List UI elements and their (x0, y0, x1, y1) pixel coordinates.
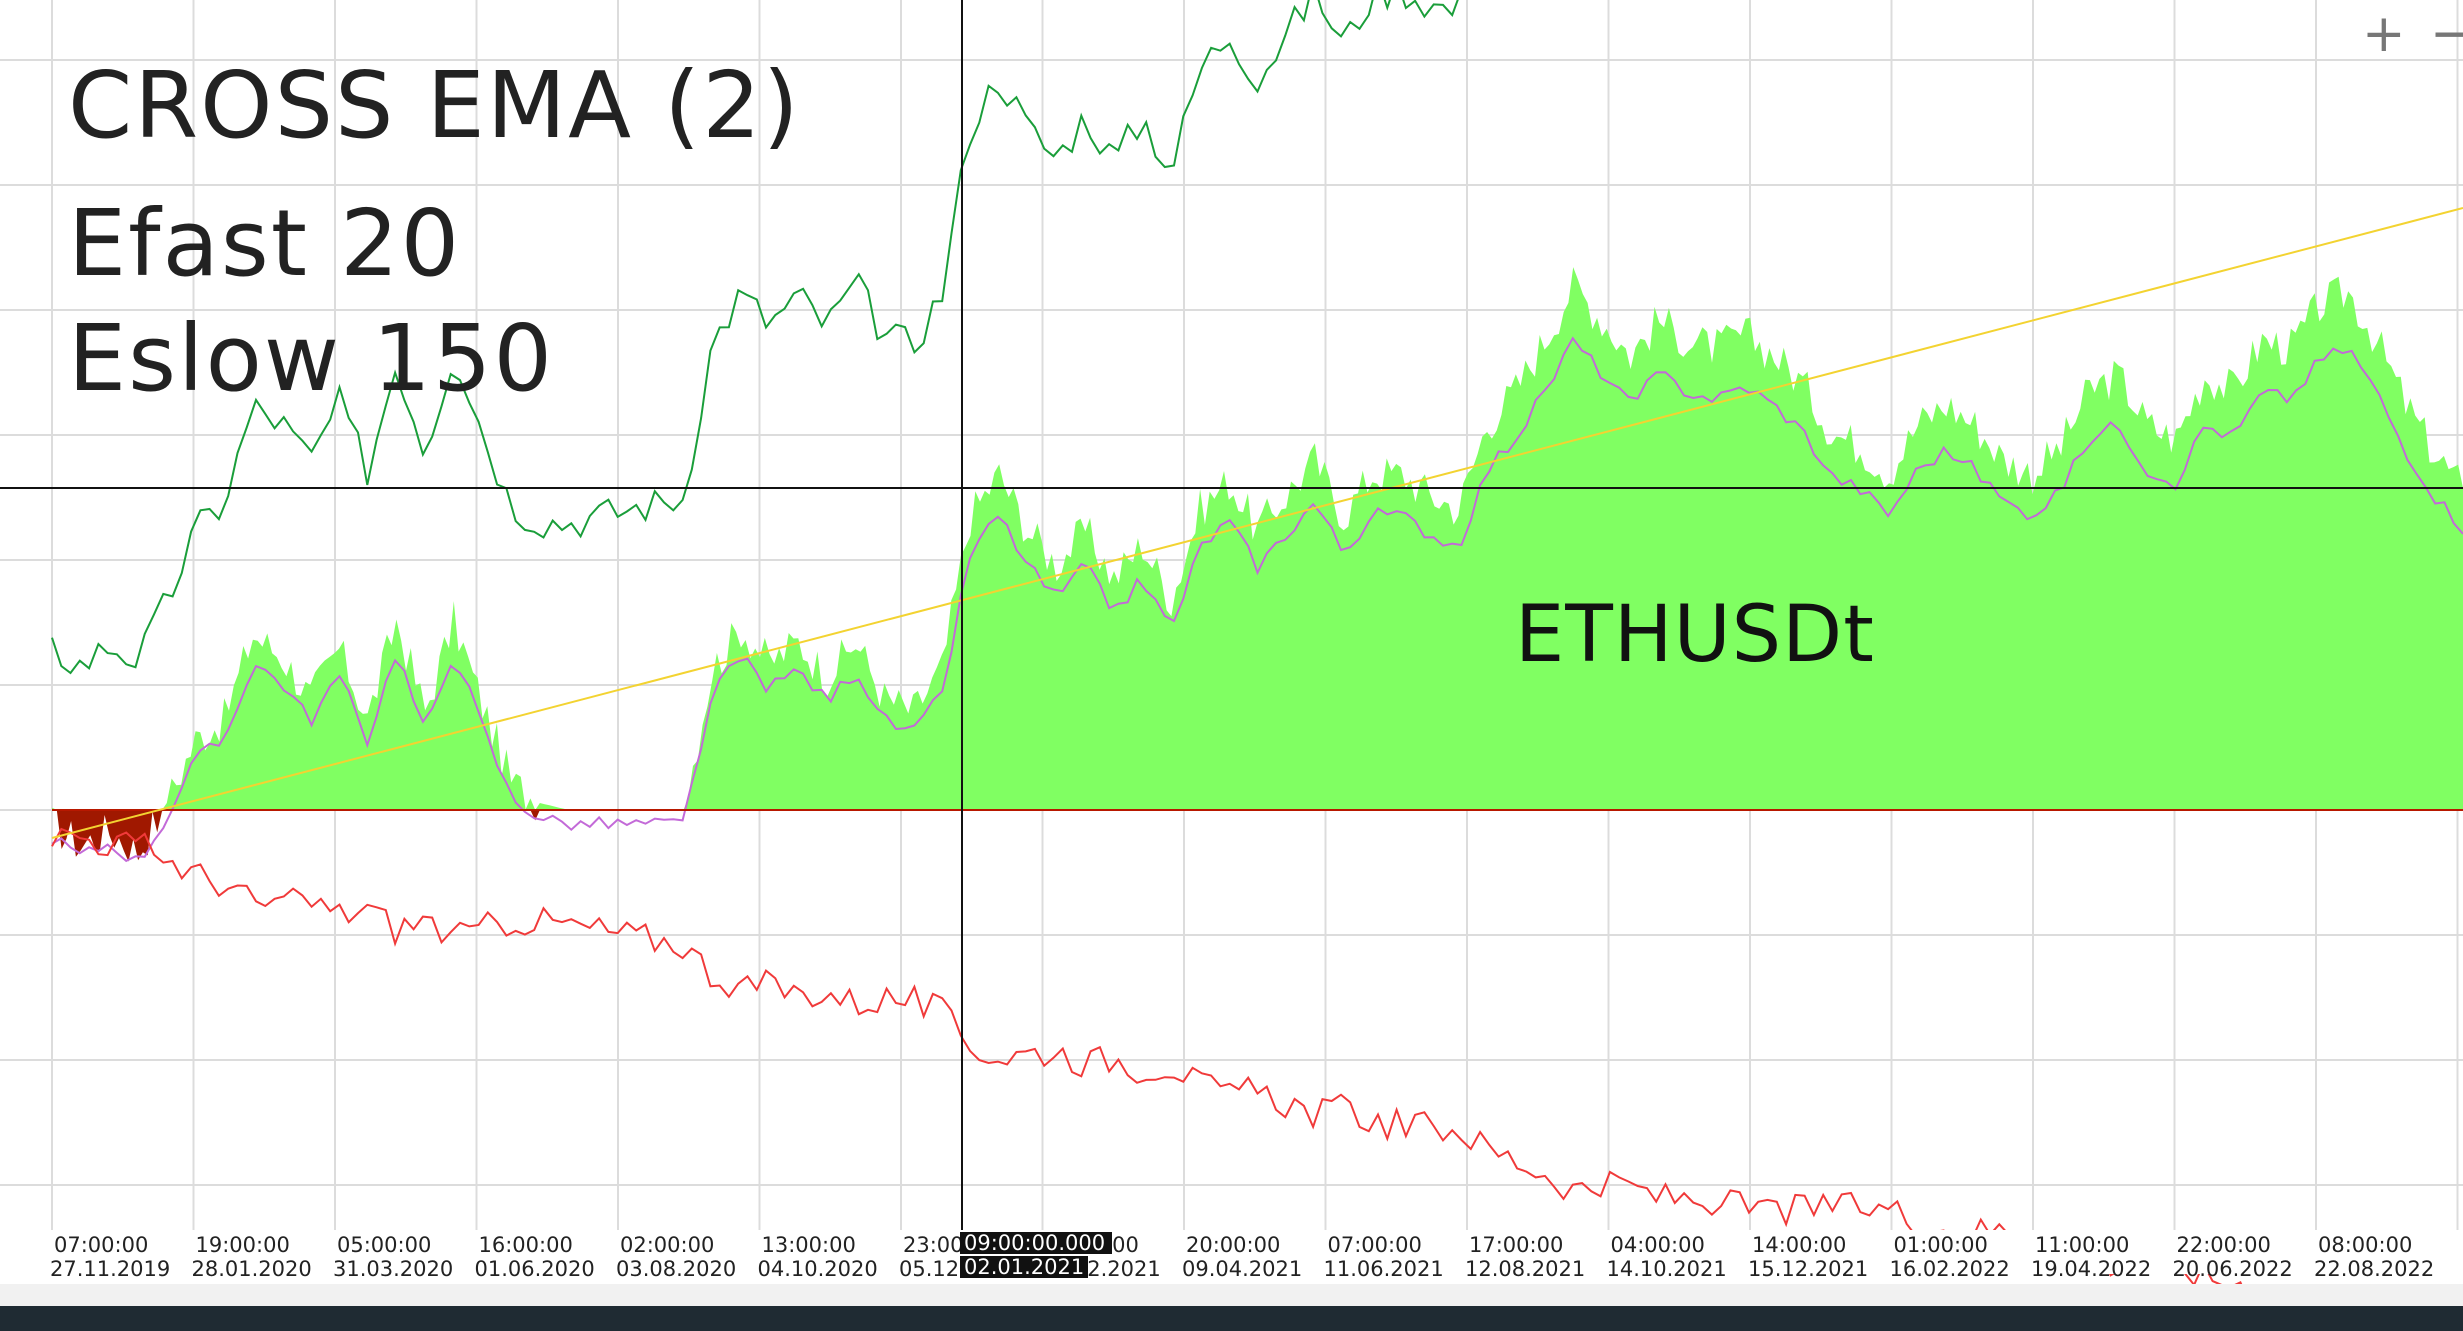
green-line (51, 0, 1459, 675)
tick-label: 19:00:00 (196, 1233, 290, 1257)
zoom-in-button[interactable]: + (2362, 4, 2406, 64)
tick-label: 13:00:00 (762, 1233, 856, 1257)
tick-label: 22.08.2022 (2314, 1257, 2434, 1281)
tick-label: 02:00:00 (620, 1233, 714, 1257)
tick-label: 09.04.2021 (1182, 1257, 1302, 1281)
tick-label: 16:00:00 (479, 1233, 573, 1257)
crosshair-date-label: 02.01.2021 (964, 1255, 1084, 1279)
tick-label: 17:00:00 (1469, 1233, 1563, 1257)
tick-label: 04.10.2020 (758, 1257, 878, 1281)
chart-title: CROSS EMA (2) (68, 52, 801, 159)
area-fill (52, 267, 2463, 862)
tick-label: 12.08.2021 (1465, 1257, 1585, 1281)
tick-label: 08:00:00 (2318, 1233, 2412, 1257)
tick-label: 20.06.2022 (2173, 1257, 2293, 1281)
bottom-bar (0, 1306, 2463, 1331)
trend-line (51, 207, 2463, 839)
tick-label: 15.12.2021 (1748, 1257, 1868, 1281)
tick-label: 16.02.2022 (1890, 1257, 2010, 1281)
tick-label: 07:00:00 (1328, 1233, 1422, 1257)
crosshair-time-box (960, 1232, 1112, 1254)
param-slow-label: Eslow 150 (68, 305, 554, 412)
positive-area (52, 267, 2463, 811)
zoom-out-button[interactable]: − (2430, 4, 2463, 64)
tick-label: 20:00:00 (1186, 1233, 1280, 1257)
tick-label: 03.08.2020 (616, 1257, 736, 1281)
tick-label: 07:00:00 (54, 1233, 148, 1257)
negative-area (52, 810, 2463, 862)
tick-label: 14.10.2021 (1607, 1257, 1727, 1281)
crosshair-date-box (960, 1256, 1088, 1278)
tick-label: 11:00:00 (2035, 1233, 2129, 1257)
tick-label: 01:00:00 (1894, 1233, 1988, 1257)
crosshair (0, 0, 2463, 1275)
tick-label: 28.01.2020 (192, 1257, 312, 1281)
tick-label: 31.03.2020 (333, 1257, 453, 1281)
tick-label: 27.11.2019 (50, 1257, 170, 1281)
tick-label: 11.06.2021 (1324, 1257, 1444, 1281)
tick-label: 22:00:00 (2177, 1233, 2271, 1257)
time-axis: 07:00:0027.11.201919:00:0028.01.202005:0… (0, 1230, 2463, 1331)
symbol-label: ETHUSDt (1515, 590, 1875, 680)
tick-label: 01.06.2020 (475, 1257, 595, 1281)
tick-label: 19.04.2022 (2031, 1257, 2151, 1281)
axis-band (0, 1230, 2463, 1274)
crosshair-time-label: 09:00:00.000 (964, 1231, 1105, 1255)
tick-label: 14:00:00 (1752, 1233, 1846, 1257)
tick-label: 05:00:00 (337, 1233, 431, 1257)
scrollbar-track (0, 1284, 2463, 1306)
tick-label: 04:00:00 (1611, 1233, 1705, 1257)
param-fast-label: Efast 20 (68, 190, 462, 297)
